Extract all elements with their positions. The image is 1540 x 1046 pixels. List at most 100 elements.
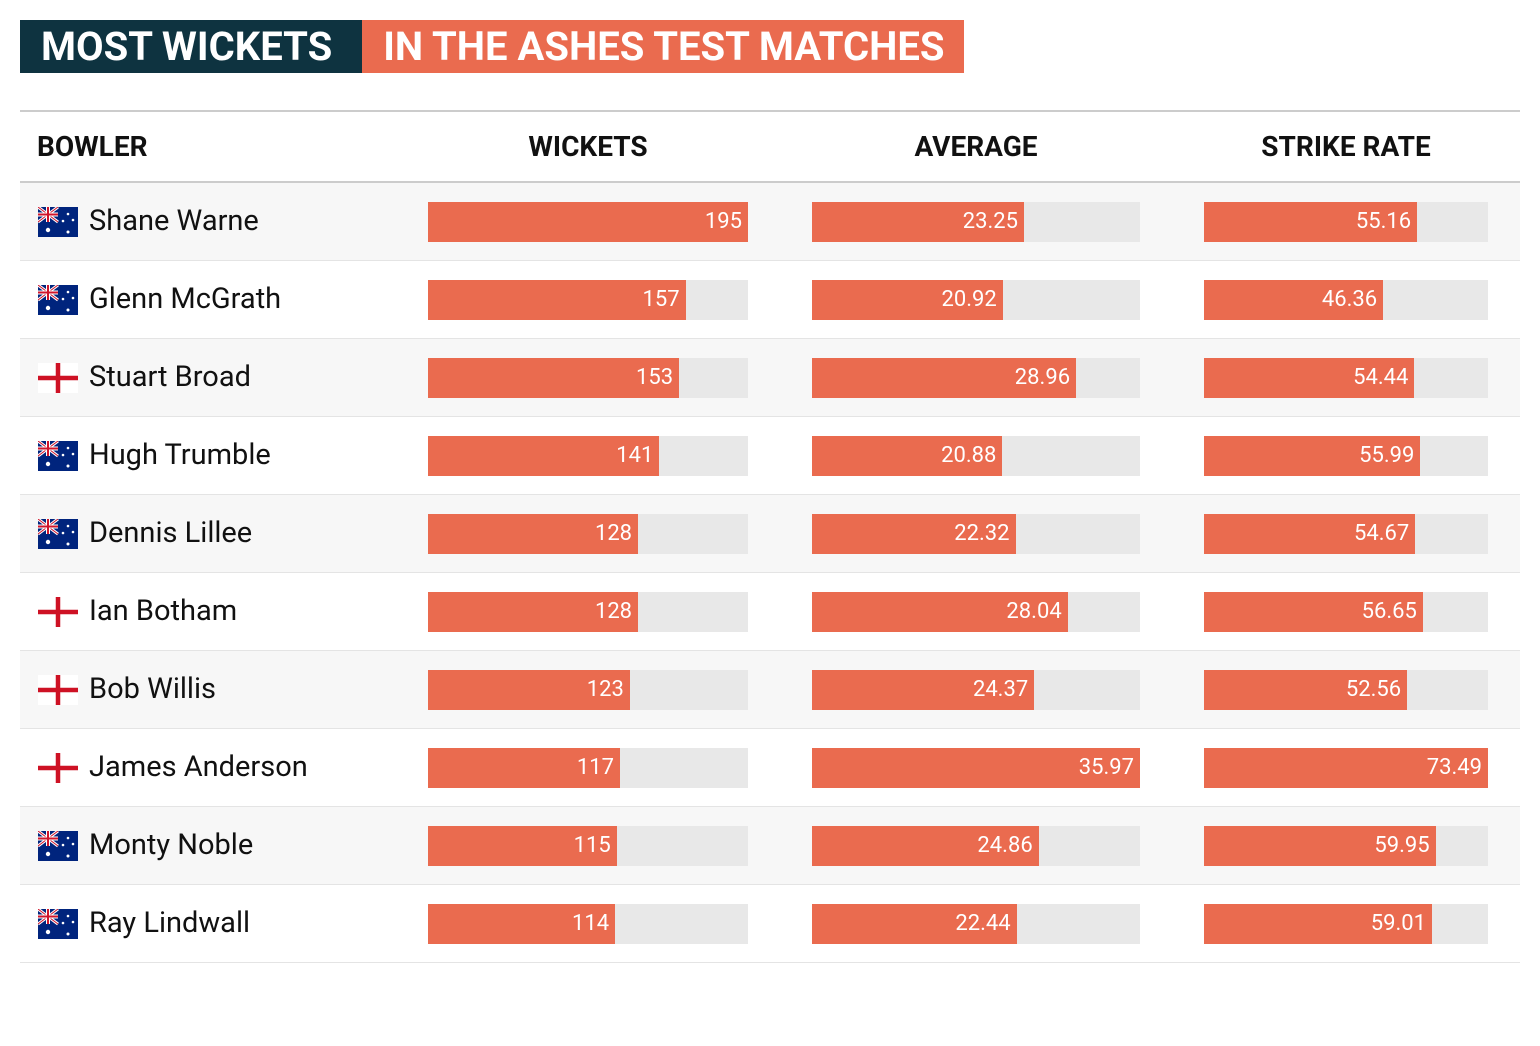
table-body: Shane Warne 195 23.25 55.16 Glenn McGrath 15… — [20, 183, 1520, 963]
bar: 22.32 — [812, 514, 1016, 554]
bar-track: 114 — [428, 904, 748, 944]
bar: 115 — [428, 826, 617, 866]
bar-track: 20.92 — [812, 280, 1140, 320]
bar: 55.99 — [1204, 436, 1421, 476]
table-row: Hugh Trumble 141 20.88 55.99 — [20, 417, 1520, 495]
bar-value-label: 54.44 — [1353, 365, 1409, 390]
bar-value-label: 20.88 — [941, 443, 997, 468]
bar-track: 123 — [428, 670, 748, 710]
bar-track: 28.04 — [812, 592, 1140, 632]
table-row: Monty Noble 115 24.86 59.95 — [20, 807, 1520, 885]
bar-value-label: 157 — [642, 287, 680, 312]
bar: 46.36 — [1204, 280, 1384, 320]
bar-value-label: 56.65 — [1361, 599, 1417, 624]
column-header: BOWLER — [37, 130, 148, 163]
bar-track: 157 — [428, 280, 748, 320]
bar-value-label: 22.44 — [955, 911, 1011, 936]
bar: 24.86 — [812, 826, 1039, 866]
bar-track: 117 — [428, 748, 748, 788]
bar: 20.88 — [812, 436, 1003, 476]
table-row: James Anderson 117 35.97 73.49 — [20, 729, 1520, 807]
bar: 73.49 — [1204, 748, 1488, 788]
bar-track: 46.36 — [1204, 280, 1488, 320]
bar-value-label: 195 — [704, 209, 742, 234]
bar-value-label: 28.96 — [1014, 365, 1071, 390]
bar-track: 22.44 — [812, 904, 1140, 944]
bar: 59.01 — [1204, 904, 1433, 944]
bar: 59.95 — [1204, 826, 1436, 866]
bowler-name: Stuart Broad — [89, 360, 251, 394]
table-header: BOWLER WICKETS AVERAGE STRIKE RATE — [20, 112, 1520, 183]
bar-value-label: 153 — [635, 365, 674, 390]
bar-track: 115 — [428, 826, 748, 866]
title-part: MOST WICKETS — [20, 20, 363, 73]
table-row: Ray Lindwall 114 22.44 59.01 — [20, 885, 1520, 963]
bar: 128 — [428, 592, 639, 632]
flag — [38, 675, 78, 705]
flag — [38, 597, 78, 627]
table-row: Stuart Broad 153 28.96 54.44 — [20, 339, 1520, 417]
bowler-name: Ray Lindwall — [89, 906, 251, 940]
column-header: AVERAGE — [914, 130, 1038, 163]
bar-track: 28.96 — [812, 358, 1140, 398]
bar-value-label: 117 — [576, 755, 614, 780]
bar-value-label: 128 — [594, 599, 633, 624]
bar-value-label: 55.99 — [1359, 443, 1415, 468]
flag — [38, 285, 78, 315]
flag — [38, 363, 78, 393]
bar-track: 141 — [428, 436, 748, 476]
flag — [38, 831, 78, 861]
bar-value-label: 128 — [594, 521, 633, 546]
bar: 114 — [428, 904, 616, 944]
bar-value-label: 24.86 — [977, 833, 1033, 858]
bowler-name: Ian Botham — [89, 594, 238, 628]
bar-value-label: 123 — [586, 677, 624, 702]
bar: 28.96 — [812, 358, 1077, 398]
bar-track: 59.95 — [1204, 826, 1488, 866]
bar-track: 23.25 — [812, 202, 1140, 242]
flag — [38, 207, 78, 237]
table-row: Ian Botham 128 28.04 56.65 — [20, 573, 1520, 651]
bar: 54.67 — [1204, 514, 1416, 554]
bowler-name: Glenn McGrath — [89, 282, 282, 316]
bar: 195 — [428, 202, 748, 242]
bar: 28.04 — [812, 592, 1068, 632]
bar-value-label: 28.04 — [1006, 599, 1062, 624]
bar: 20.92 — [812, 280, 1003, 320]
bowler-name: James Anderson — [89, 750, 308, 784]
bar-track: 59.01 — [1204, 904, 1488, 944]
bar: 123 — [428, 670, 630, 710]
bar-value-label: 73.49 — [1426, 755, 1482, 780]
bar-track: 22.32 — [812, 514, 1140, 554]
bar: 141 — [428, 436, 660, 476]
table-row: Shane Warne 195 23.25 55.16 — [20, 183, 1520, 261]
bar: 55.16 — [1204, 202, 1418, 242]
bar-track: 54.44 — [1204, 358, 1488, 398]
bar: 117 — [428, 748, 620, 788]
bar-value-label: 20.92 — [941, 287, 997, 312]
bar: 128 — [428, 514, 639, 554]
flag — [38, 441, 78, 471]
flag — [38, 909, 78, 939]
bar-track: 128 — [428, 514, 748, 554]
bar-track: 55.16 — [1204, 202, 1488, 242]
bar: 153 — [428, 358, 680, 398]
bar-track: 52.56 — [1204, 670, 1488, 710]
bar-value-label: 23.25 — [962, 209, 1018, 234]
bowler-name: Dennis Lillee — [89, 516, 253, 550]
bar-value-label: 59.01 — [1370, 911, 1427, 936]
title: MOST WICKETS IN THE ASHES TEST MATCHES — [20, 20, 965, 73]
bar-value-label: 46.36 — [1321, 287, 1378, 312]
flag — [38, 519, 78, 549]
bar-value-label: 35.97 — [1078, 755, 1134, 780]
bar: 54.44 — [1204, 358, 1415, 398]
table-row: Dennis Lillee 128 22.32 54.67 — [20, 495, 1520, 573]
bar: 23.25 — [812, 202, 1024, 242]
bar-track: 73.49 — [1204, 748, 1488, 788]
bar: 52.56 — [1204, 670, 1408, 710]
bar: 157 — [428, 280, 686, 320]
bar-track: 128 — [428, 592, 748, 632]
bar-value-label: 24.37 — [972, 677, 1029, 702]
bar-track: 54.67 — [1204, 514, 1488, 554]
